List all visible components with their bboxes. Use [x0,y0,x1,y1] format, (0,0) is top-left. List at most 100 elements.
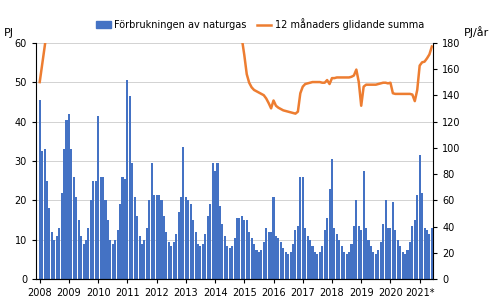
Bar [192,220,194,279]
Bar [243,220,246,279]
Bar [350,244,352,279]
Bar [78,220,80,279]
Bar [389,228,392,279]
Bar [340,246,343,279]
Bar [370,246,372,279]
Text: PJ/år: PJ/år [463,26,489,38]
Bar [426,230,428,279]
Bar [287,254,289,279]
Bar [94,181,97,279]
Bar [85,240,87,279]
Bar [311,246,313,279]
Bar [185,196,187,279]
Bar [358,226,360,279]
Bar [155,195,157,279]
Bar [304,228,306,279]
Bar [401,252,403,279]
Bar [56,236,58,279]
Bar [368,240,369,279]
Bar [331,159,333,279]
Bar [277,238,279,279]
Bar [180,196,182,279]
Bar [250,238,253,279]
Bar [51,232,53,279]
Bar [197,244,199,279]
Bar [316,254,318,279]
Bar [419,155,421,279]
Bar [122,177,123,279]
Bar [124,179,126,279]
Bar [119,204,121,279]
Bar [297,226,299,279]
Bar [429,234,430,279]
Bar [253,244,255,279]
Bar [299,177,302,279]
Bar [136,216,138,279]
Text: PJ: PJ [4,28,14,38]
Bar [314,252,316,279]
Bar [65,119,67,279]
Bar [199,246,202,279]
Bar [255,250,257,279]
Bar [219,206,221,279]
Bar [348,252,350,279]
Bar [324,230,326,279]
Bar [319,252,321,279]
Bar [307,236,308,279]
Bar [380,242,382,279]
Bar [160,200,162,279]
Bar [173,242,175,279]
Bar [394,230,397,279]
Bar [187,200,189,279]
Bar [75,196,77,279]
Bar [226,246,228,279]
Bar [148,200,151,279]
Bar [421,192,423,279]
Bar [360,230,362,279]
Bar [216,163,218,279]
Bar [258,252,260,279]
Bar [392,202,394,279]
Bar [292,244,294,279]
Bar [431,228,433,279]
Bar [46,181,48,279]
Bar [143,240,146,279]
Bar [416,195,418,279]
Bar [53,240,56,279]
Bar [321,246,323,279]
Bar [170,246,172,279]
Bar [241,216,243,279]
Bar [265,228,267,279]
Bar [134,196,136,279]
Bar [239,218,241,279]
Bar [260,250,262,279]
Bar [224,236,226,279]
Bar [104,200,106,279]
Bar [39,100,41,279]
Bar [114,240,116,279]
Bar [61,192,62,279]
Bar [175,234,177,279]
Bar [353,226,355,279]
Bar [41,151,43,279]
Bar [285,252,287,279]
Bar [48,208,51,279]
Bar [90,200,92,279]
Bar [275,236,277,279]
Bar [158,195,160,279]
Bar [309,240,311,279]
Bar [99,177,102,279]
Bar [131,163,133,279]
Bar [404,254,406,279]
Bar [270,232,272,279]
Bar [273,196,275,279]
Bar [141,244,143,279]
Bar [153,195,155,279]
Bar [68,114,70,279]
Bar [385,200,387,279]
Bar [334,228,336,279]
Bar [102,177,104,279]
Bar [168,242,170,279]
Bar [109,240,111,279]
Legend: Förbrukningen av naturgas, 12 månaders glidande summa: Förbrukningen av naturgas, 12 månaders g… [92,14,428,34]
